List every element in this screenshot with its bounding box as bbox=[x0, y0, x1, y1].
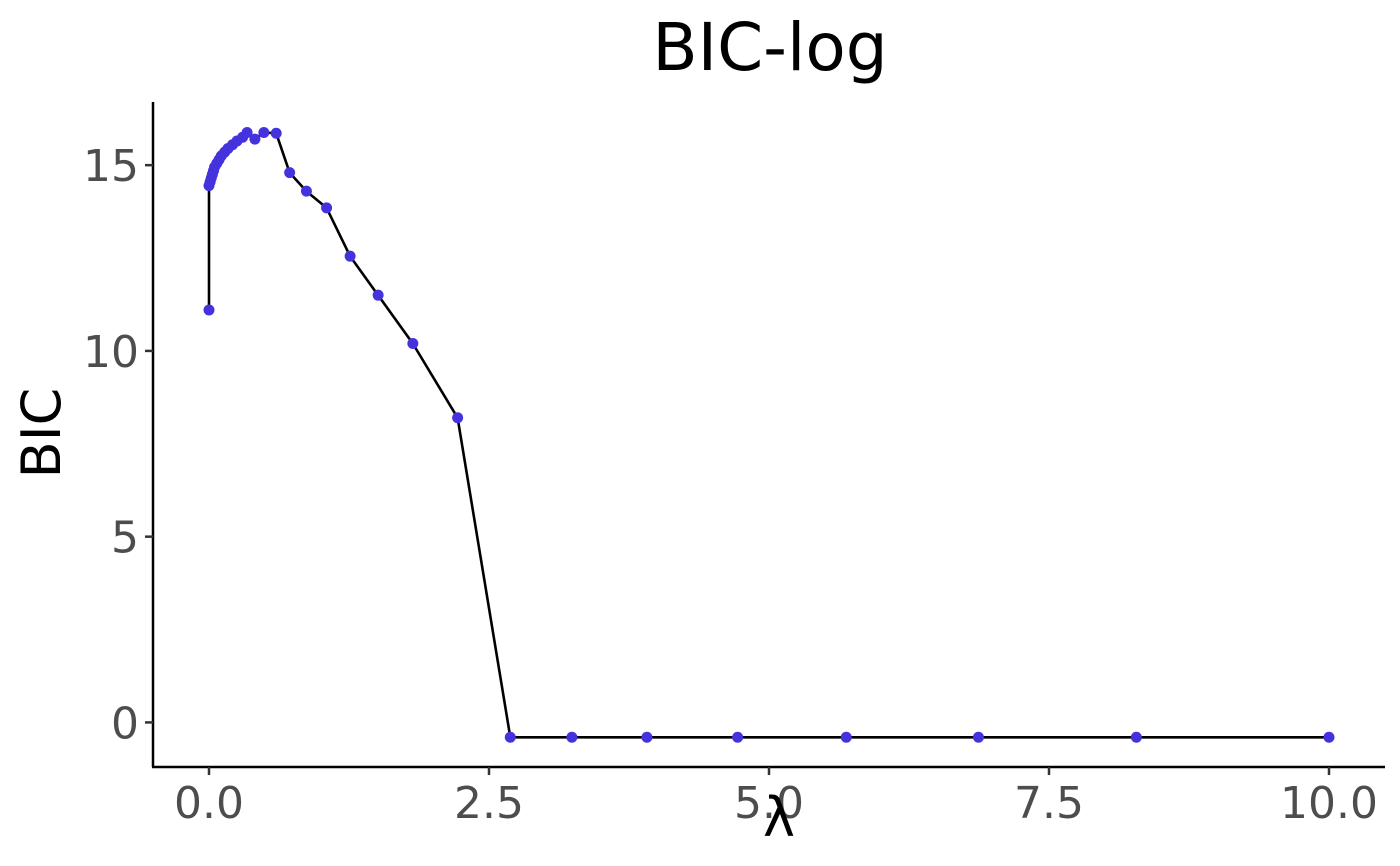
x-axis-title: λ bbox=[763, 786, 795, 849]
data-point bbox=[641, 731, 653, 743]
y-tick-label: 0 bbox=[111, 698, 139, 749]
x-tick-label: 7.5 bbox=[1014, 778, 1084, 829]
data-point bbox=[407, 337, 419, 349]
x-tick-label: 5.0 bbox=[734, 778, 804, 829]
chart-title: BIC-log bbox=[652, 9, 887, 86]
data-point bbox=[504, 731, 516, 743]
data-point bbox=[284, 167, 296, 179]
data-point bbox=[249, 133, 261, 145]
x-tick-label: 10.0 bbox=[1280, 778, 1378, 829]
data-point bbox=[840, 731, 852, 743]
y-tick-label: 15 bbox=[83, 141, 139, 192]
data-point bbox=[321, 202, 333, 214]
data-point bbox=[300, 185, 312, 197]
x-ticks: 0.0 2.5 5.0 7.5 10.0 bbox=[174, 767, 1378, 829]
data-point bbox=[566, 731, 578, 743]
x-tick-label: 0.0 bbox=[174, 778, 244, 829]
data-point bbox=[732, 731, 744, 743]
data-point bbox=[452, 412, 464, 424]
data-point bbox=[1323, 731, 1335, 743]
data-point bbox=[1130, 731, 1142, 743]
data-point bbox=[241, 126, 253, 138]
x-tick-label: 2.5 bbox=[454, 778, 524, 829]
y-ticks: 0 5 10 15 bbox=[83, 141, 153, 749]
data-point bbox=[372, 289, 384, 301]
data-point bbox=[972, 731, 984, 743]
axes bbox=[151, 102, 1385, 769]
plot-series bbox=[203, 126, 1335, 743]
y-axis-title: BIC bbox=[10, 388, 73, 479]
data-point bbox=[344, 250, 356, 262]
y-tick-label: 5 bbox=[111, 513, 139, 564]
data-point bbox=[258, 126, 270, 138]
data-point bbox=[270, 127, 282, 139]
y-tick-label: 10 bbox=[83, 327, 139, 378]
data-point bbox=[203, 304, 215, 316]
series-line bbox=[207, 131, 1329, 739]
